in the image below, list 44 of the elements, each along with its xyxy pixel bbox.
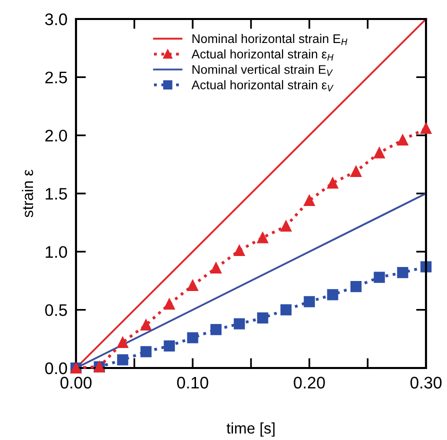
- point: [257, 312, 268, 324]
- point: [234, 244, 245, 256]
- y-axis-title: strain ε: [22, 170, 34, 218]
- point: [280, 304, 292, 316]
- x-tick-label: 0.00: [60, 376, 92, 389]
- x-tick-label: 0.20: [294, 376, 325, 389]
- point: [210, 324, 222, 336]
- point: [374, 272, 385, 283]
- point: [117, 354, 128, 366]
- x-tick-label: 0.10: [177, 376, 208, 389]
- y-tick-label: 2.5: [45, 72, 67, 84]
- point: [257, 232, 268, 244]
- point: [140, 319, 152, 331]
- point: [397, 134, 408, 146]
- point: [327, 177, 338, 189]
- legend-label: Actual horizontal strain ε$_{H}$: [192, 49, 334, 60]
- point: [397, 267, 408, 278]
- legend-label: Nominal vertical strain E$_{V}$: [192, 64, 333, 76]
- legend-label: Actual horizontal strain ε$_{V}$: [192, 80, 334, 92]
- point: [164, 298, 175, 310]
- point: [350, 166, 362, 177]
- point: [187, 332, 198, 344]
- point: [210, 262, 222, 274]
- point: [327, 289, 338, 300]
- y-tick-label: 0.5: [45, 304, 67, 316]
- point: [234, 318, 245, 330]
- point: [304, 296, 315, 308]
- point: [164, 340, 175, 352]
- point: [187, 280, 198, 291]
- y-tick-label: 1.5: [46, 188, 67, 200]
- x-axis-title: time [s]: [226, 422, 275, 437]
- y-tick-label: 2.0: [45, 130, 68, 142]
- y-tick-label: 1.0: [46, 246, 68, 258]
- x-tick-label: 0.30: [410, 376, 442, 389]
- y-tick-label: 3.0: [45, 13, 68, 26]
- point: [280, 220, 292, 232]
- point: [350, 281, 362, 292]
- point: [420, 122, 432, 134]
- point: [304, 194, 315, 206]
- point: [140, 346, 152, 358]
- point: [374, 147, 385, 158]
- point: [117, 336, 128, 348]
- y-tick-label: 0.0: [45, 362, 68, 374]
- legend-label: Nominal horizontal strain E$_{H}$: [192, 34, 348, 46]
